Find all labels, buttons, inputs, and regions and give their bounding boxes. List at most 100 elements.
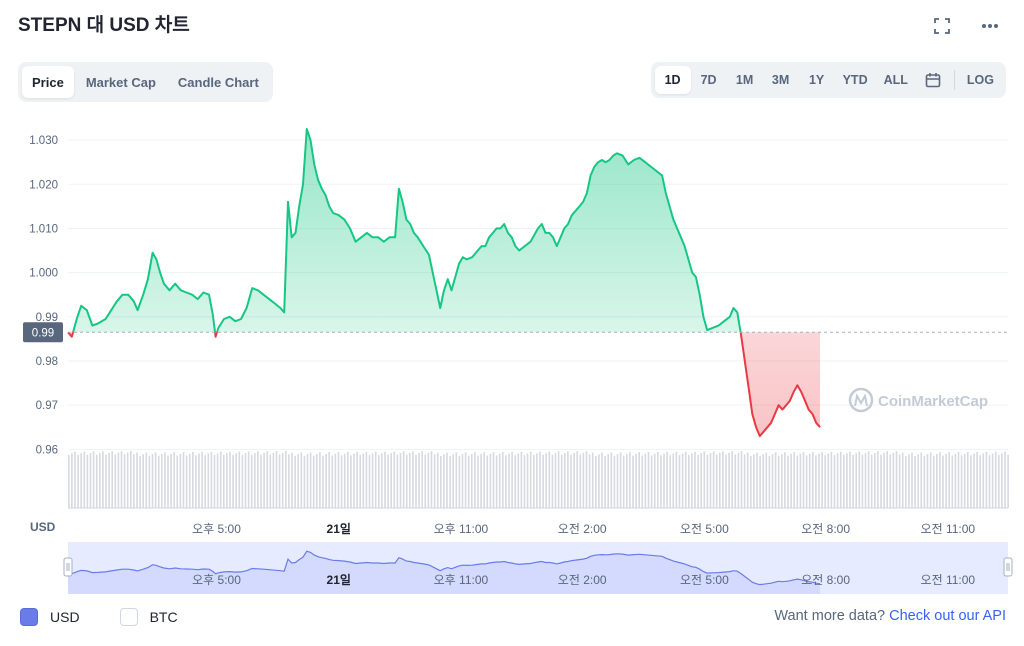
volume-bar: [536, 453, 538, 508]
volume-bar: [756, 452, 758, 508]
volume-bar: [415, 454, 417, 508]
currency-legend: USD BTC: [20, 608, 204, 626]
volume-bar: [911, 452, 913, 508]
volume-bar: [260, 454, 262, 508]
volume-bar: [164, 452, 166, 508]
volume-bar: [480, 453, 482, 508]
volume-bar: [998, 455, 1000, 508]
volume-bar: [576, 451, 578, 508]
volume-bar: [849, 451, 851, 508]
volume-bar: [660, 455, 662, 508]
volume-bar: [402, 451, 405, 508]
volume-bar: [613, 455, 616, 508]
calendar-icon[interactable]: [916, 66, 950, 94]
range-all[interactable]: ALL: [883, 73, 908, 87]
volume-bar: [551, 454, 554, 508]
volume-bar: [768, 455, 771, 508]
volume-bar: [740, 451, 743, 508]
api-link[interactable]: Check out our API: [889, 608, 1006, 624]
volume-bar: [495, 455, 498, 508]
volume-bar: [982, 453, 985, 508]
volume-bar: [173, 452, 175, 508]
volume-bar: [182, 452, 185, 508]
volume-bar: [427, 452, 430, 508]
baseline-label: 0.99: [32, 327, 54, 339]
range-7d[interactable]: 7D: [700, 73, 717, 87]
tab-candle-chart[interactable]: Candle Chart: [177, 74, 259, 90]
volume-bar: [777, 455, 780, 508]
volume-bar: [254, 453, 256, 508]
volume-bar: [867, 451, 870, 508]
range-1d[interactable]: 1D: [654, 66, 691, 94]
volume-bar: [207, 453, 210, 508]
price-line-down: [67, 332, 821, 438]
volume-bar: [219, 451, 222, 508]
volume-bar: [784, 452, 786, 508]
volume-bar: [877, 451, 879, 508]
navigator-tick-label: 오전 2:00: [558, 573, 607, 587]
navigator-handle: [63, 557, 73, 577]
volume-bar: [573, 452, 575, 508]
volume-bar: [440, 456, 442, 508]
volume-bar: [114, 454, 117, 508]
volume-bar: [316, 454, 318, 508]
volume-bar: [852, 454, 854, 508]
baseline-marker: 0.99: [23, 322, 1008, 343]
volume-bar: [579, 454, 582, 508]
volume-bar: [542, 454, 544, 508]
volume-bar: [585, 451, 588, 508]
volume-bar: [371, 453, 374, 508]
volume-bar: [948, 452, 950, 508]
volume-bar: [195, 455, 197, 508]
volume-bar: [641, 455, 644, 508]
price-chart[interactable]: 0.96 0.97 0.98 0.99 1.000 1.010 1.020 1.030 Coi…: [0, 110, 1024, 600]
volume-bar: [570, 454, 572, 508]
volume-bar: [1004, 451, 1006, 508]
volume-bar: [548, 451, 551, 508]
volume-bar: [914, 455, 916, 508]
volume-bar: [703, 451, 706, 508]
volume-bar: [939, 452, 941, 508]
legend-usd[interactable]: USD: [20, 608, 80, 626]
range-1y[interactable]: 1Y: [808, 73, 825, 87]
volume-bar: [880, 454, 882, 508]
volume-bar: [381, 453, 383, 508]
volume-bar: [917, 454, 919, 508]
volume-bar: [988, 455, 991, 508]
volume-bar: [176, 455, 179, 508]
range-ytd[interactable]: YTD: [842, 73, 868, 87]
range-1m[interactable]: 1M: [735, 73, 754, 87]
volume-bar: [936, 454, 938, 508]
x-tick-label: 오전 5:00: [680, 522, 729, 536]
volume-bar: [929, 452, 932, 508]
x-tick-label: 오전 11:00: [921, 522, 976, 536]
more-dots-icon[interactable]: [980, 16, 1000, 36]
range-3m[interactable]: 3M: [771, 73, 790, 87]
expand-icon[interactable]: [932, 16, 952, 36]
volume-bar: [743, 454, 746, 508]
legend-btc[interactable]: BTC: [119, 608, 178, 626]
volume-bar: [567, 451, 569, 508]
watermark-logo: [848, 387, 874, 413]
volume-bar: [954, 453, 957, 508]
btc-checkbox[interactable]: [119, 608, 138, 626]
volume-bar: [74, 451, 76, 508]
volume-bar: [932, 455, 935, 508]
volume-bar: [855, 453, 857, 508]
tab-price[interactable]: Price: [22, 66, 74, 98]
volume-bar: [815, 455, 817, 508]
volume-bar: [436, 452, 439, 508]
volume-bar: [591, 452, 594, 508]
volume-bar: [564, 453, 566, 508]
tab-market-cap[interactable]: Market Cap: [85, 74, 156, 90]
volume-bar: [418, 452, 420, 508]
x-tick-label: 21일: [327, 522, 351, 536]
volume-bar: [412, 451, 414, 508]
volume-bar: [213, 455, 216, 508]
log-scale-toggle[interactable]: LOG: [966, 73, 994, 87]
volume-bar: [216, 453, 219, 508]
volume-bar: [967, 452, 969, 508]
range-navigator[interactable]: 오후 5:00 21일 오후 11:00 오전 2:00 오전 5:00 오전 8:00 오…: [63, 542, 1013, 594]
volume-bar: [514, 455, 516, 508]
usd-checkbox[interactable]: [20, 608, 38, 626]
